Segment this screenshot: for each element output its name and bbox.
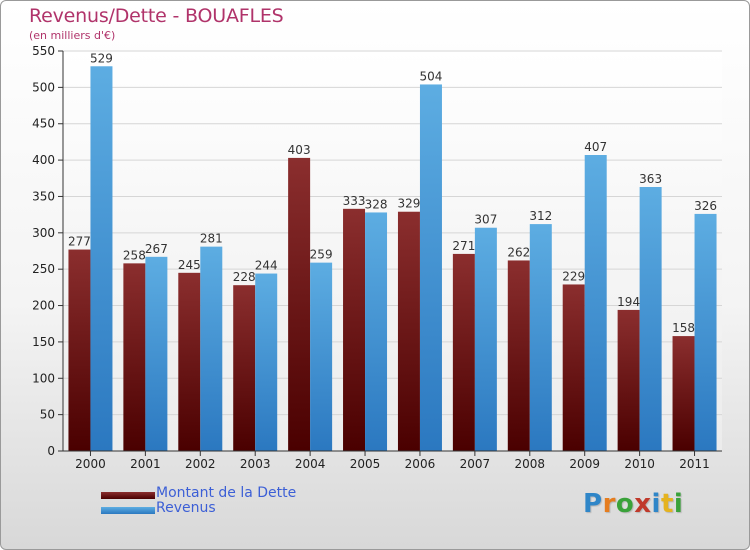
data-label-revenus: 307 xyxy=(474,213,497,227)
bar-revenus xyxy=(365,212,388,451)
data-label-dette: 277 xyxy=(68,235,91,249)
data-label-dette: 333 xyxy=(343,194,366,208)
bar-revenus xyxy=(529,224,552,451)
legend-swatch-revenus xyxy=(101,507,155,514)
data-label-revenus: 259 xyxy=(310,248,333,262)
y-tick-label: 400 xyxy=(32,153,55,167)
y-tick-label: 50 xyxy=(40,408,55,422)
y-tick-label: 450 xyxy=(32,117,55,131)
x-tick-label: 2007 xyxy=(460,457,491,471)
bar-revenus xyxy=(200,246,223,451)
data-label-revenus: 407 xyxy=(584,140,607,154)
bar-dette xyxy=(507,260,530,451)
logo-letter: i xyxy=(651,489,661,519)
data-label-dette: 245 xyxy=(178,258,201,272)
legend-swatch-dette xyxy=(101,492,155,499)
y-tick-label: 300 xyxy=(32,226,55,240)
data-label-dette: 329 xyxy=(398,197,421,211)
bar-dette xyxy=(233,285,256,451)
y-tick-label: 250 xyxy=(32,262,55,276)
x-tick-label: 2005 xyxy=(350,457,381,471)
data-label-revenus: 328 xyxy=(365,197,388,211)
grid-lines xyxy=(63,50,722,416)
data-label-dette: 258 xyxy=(123,248,146,262)
data-label-dette: 194 xyxy=(617,295,640,309)
bar-dette xyxy=(452,253,475,451)
data-label-revenus: 363 xyxy=(639,172,662,186)
bar-revenus xyxy=(694,213,717,451)
bar-dette xyxy=(343,208,366,451)
bar-revenus xyxy=(255,273,278,451)
bar-dette xyxy=(397,211,420,451)
bar-revenus xyxy=(584,155,607,451)
data-label-revenus: 312 xyxy=(529,209,552,223)
x-tick-label: 2001 xyxy=(130,457,161,471)
chart-subtitle: (en milliers d'€) xyxy=(29,29,116,42)
data-label-revenus: 244 xyxy=(255,259,278,273)
y-tick-label: 200 xyxy=(32,299,55,313)
y-tick-label: 150 xyxy=(32,335,55,349)
x-tick-label: 2004 xyxy=(295,457,326,471)
data-label-dette: 403 xyxy=(288,143,311,157)
y-tick-label: 0 xyxy=(47,444,55,458)
y-tick-label: 500 xyxy=(32,80,55,94)
x-tick-label: 2000 xyxy=(75,457,106,471)
bar-dette xyxy=(68,249,91,451)
bar-revenus xyxy=(310,262,333,451)
chart-title: Revenus/Dette - BOUAFLES xyxy=(29,5,284,27)
legend-label-revenus: Revenus xyxy=(156,500,216,516)
data-label-dette: 228 xyxy=(233,270,256,284)
x-tick-label: 2003 xyxy=(240,457,271,471)
bar-revenus xyxy=(474,227,497,451)
legend-label-dette: Montant de la Dette xyxy=(156,485,297,501)
x-tick-label: 2006 xyxy=(405,457,436,471)
bar-revenus xyxy=(145,256,168,451)
data-label-dette: 271 xyxy=(452,239,475,253)
x-tick-label: 2011 xyxy=(679,457,710,471)
data-label-revenus: 267 xyxy=(145,242,168,256)
bar-dette xyxy=(288,157,311,451)
x-tick-label: 2008 xyxy=(515,457,546,471)
data-label-revenus: 529 xyxy=(90,51,113,65)
bar-dette xyxy=(178,272,201,451)
logo-letter: P xyxy=(583,489,603,519)
data-label-revenus: 326 xyxy=(694,199,717,213)
logo-letter: i xyxy=(673,489,684,519)
y-tick-label: 550 xyxy=(32,44,55,58)
bar-revenus xyxy=(419,84,442,452)
logo-letter: o xyxy=(615,489,635,519)
bars xyxy=(68,66,717,452)
x-tick-label: 2002 xyxy=(185,457,216,471)
logo-letter: t xyxy=(660,489,674,519)
data-label-dette: 229 xyxy=(562,269,585,283)
logo-letter: x xyxy=(634,489,652,519)
y-tick-label: 350 xyxy=(32,189,55,203)
x-tick-label: 2010 xyxy=(624,457,655,471)
data-label-dette: 262 xyxy=(507,245,530,259)
proxiti-logo: Proxiti xyxy=(583,489,683,519)
bar-dette xyxy=(562,284,585,451)
axes: 0 50 100 150 200 250 300 350 400 450 500 550 2000 200… xyxy=(32,44,722,471)
data-label-revenus: 281 xyxy=(200,232,223,246)
data-label-dette: 158 xyxy=(672,321,695,335)
bar-dette xyxy=(123,263,146,451)
bar-revenus xyxy=(639,187,662,451)
x-tick-label: 2009 xyxy=(569,457,600,471)
data-label-revenus: 504 xyxy=(420,69,443,83)
bar-dette xyxy=(672,336,695,451)
logo-letter: r xyxy=(602,489,616,519)
bar-dette xyxy=(617,309,640,451)
bar-revenus xyxy=(90,66,113,451)
y-tick-label: 100 xyxy=(32,371,55,385)
plot-area xyxy=(63,51,722,451)
